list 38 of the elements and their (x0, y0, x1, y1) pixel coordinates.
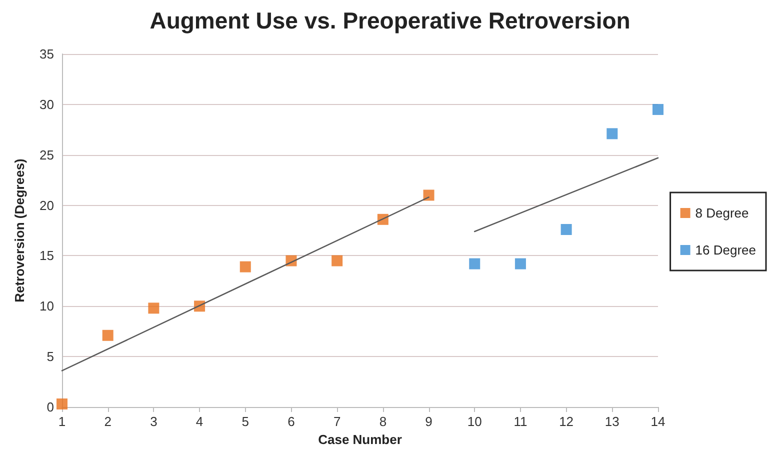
point (423, 190, 434, 201)
point (102, 330, 114, 341)
x-tick-label: 11 (514, 414, 528, 429)
y-axis-title: Retroversion (Degrees) (12, 158, 27, 302)
legend-label: 16 Degree (695, 242, 756, 258)
chart-title: Augment Use vs. Preoperative Retroversion (150, 8, 630, 34)
legend-label: 8 Degree (695, 206, 749, 220)
x-tick-label: 4 (196, 414, 204, 429)
x-tick-label: 1 (58, 414, 66, 429)
point (652, 104, 664, 115)
y-tick-label: 25 (40, 147, 54, 162)
point (469, 258, 480, 270)
x-tick-label: 10 (467, 414, 482, 429)
x-tick-label: 14 (650, 414, 666, 429)
x-tick-label: 9 (425, 414, 432, 429)
point (332, 255, 343, 266)
point (240, 261, 251, 272)
x-tick-label: 2 (104, 414, 112, 429)
x-tick-label: 6 (288, 414, 295, 429)
y-tick-label: 15 (40, 248, 54, 264)
y-tick-label: 5 (46, 349, 54, 364)
y-tick-label: 0 (46, 400, 54, 414)
point (148, 302, 160, 314)
x-axis-title: Case Number (318, 432, 402, 447)
point (560, 224, 572, 235)
y-tick-label: 10 (40, 298, 54, 314)
x-tick-label: 5 (242, 414, 249, 429)
y-tick-label: 35 (40, 46, 54, 62)
y-tick-label: 30 (40, 96, 54, 112)
point (606, 128, 618, 140)
point (514, 258, 526, 270)
y-tick-label: 20 (40, 198, 54, 213)
x-tick-label: 12 (559, 414, 574, 429)
point (56, 398, 68, 410)
x-tick-label: 7 (333, 414, 341, 429)
x-tick-label: 3 (150, 414, 158, 429)
x-tick-label: 13 (604, 414, 620, 429)
x-tick-label: 8 (379, 414, 387, 429)
